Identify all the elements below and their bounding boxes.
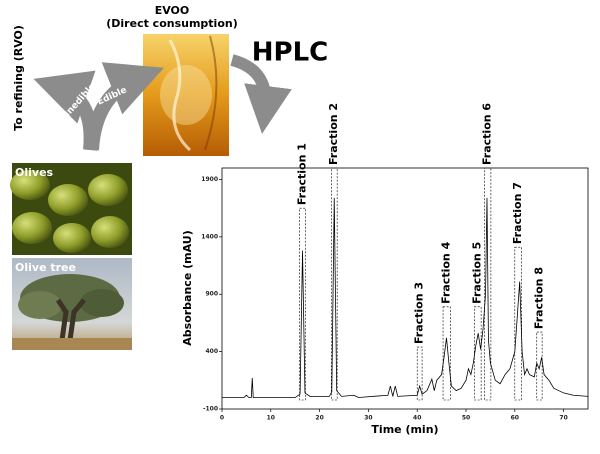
- fraction-label: Fraction 2: [327, 103, 340, 165]
- y-tick-label: -100: [203, 406, 218, 413]
- arrows: [33, 54, 292, 151]
- oil-photo: [143, 34, 229, 156]
- fraction-label: Fraction 6: [481, 103, 494, 165]
- fraction-box: [299, 207, 306, 401]
- x-tick-label: 30: [364, 415, 372, 422]
- olive-tree-label: Olive tree: [15, 261, 76, 274]
- x-tick-label: 0: [220, 415, 224, 422]
- fraction-box: [473, 306, 482, 401]
- chromatogram-line: [222, 197, 589, 398]
- x-tick-label: 70: [559, 415, 567, 422]
- plot: 0 10 20 30 40 50 60 70 -100 400 900 1400 1900 Fractio…: [201, 103, 589, 422]
- fraction-box: [442, 306, 451, 401]
- evoo-note: (Direct consumption): [106, 17, 238, 30]
- x-tick-label: 50: [462, 415, 470, 422]
- y-tick-label: 400: [205, 348, 218, 355]
- fraction-label: Fraction 7: [511, 182, 524, 244]
- fraction-box: [416, 346, 423, 401]
- olives-photo: [10, 163, 132, 255]
- refining-label: To refining (RVO): [12, 25, 25, 131]
- olives-label: Olives: [15, 166, 54, 179]
- fraction-box: [536, 331, 543, 401]
- y-tick-label: 1900: [201, 176, 218, 183]
- hplc-label: HPLC: [252, 38, 328, 68]
- fraction-box: [514, 246, 522, 401]
- y-axis-label: Absorbance (mAU): [181, 230, 194, 345]
- evoo-label: EVOO: [155, 4, 190, 17]
- olive-tree-photo: [12, 258, 132, 350]
- x-axis-label: Time (min): [371, 423, 438, 436]
- y-tick-label: 900: [205, 291, 218, 298]
- y-tick-label: 1400: [201, 233, 218, 240]
- fraction-label: Fraction 1: [296, 143, 309, 205]
- fraction-box: [484, 167, 492, 401]
- fraction-label: Fraction 5: [471, 242, 484, 304]
- plot-frame: [221, 167, 589, 410]
- fraction-label: Fraction 3: [413, 282, 426, 344]
- x-tick-label: 40: [413, 415, 421, 422]
- x-tick-label: 60: [511, 415, 519, 422]
- fraction-label: Fraction 4: [440, 241, 453, 303]
- x-tick-label: 10: [267, 415, 275, 422]
- fraction-label: Fraction 8: [532, 267, 545, 329]
- x-tick-label: 20: [315, 415, 323, 422]
